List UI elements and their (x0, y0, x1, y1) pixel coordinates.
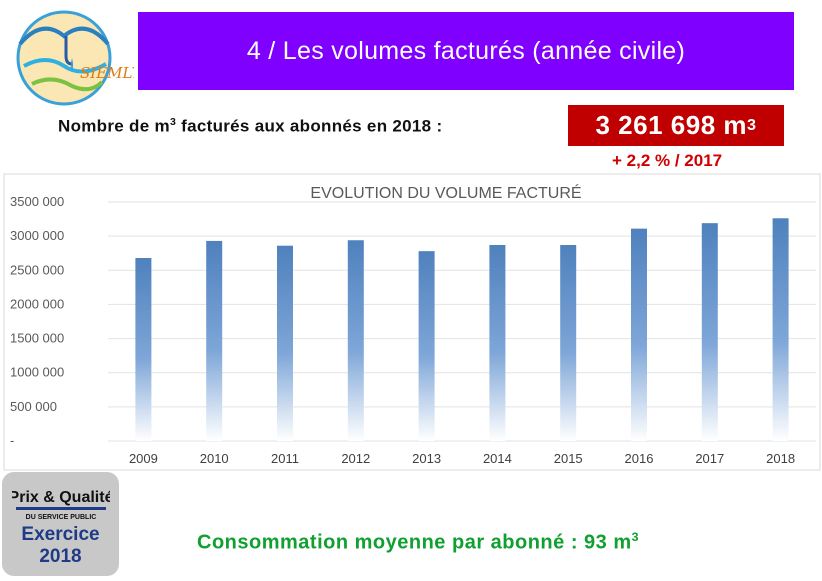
siemly-logo: SIEMLY (2, 6, 144, 106)
x-tick-label: 2011 (271, 451, 299, 466)
kpi-label: Nombre de m3 facturés aux abonnés en 201… (58, 116, 442, 137)
x-tick-label: 2010 (200, 451, 229, 466)
prix-qualite-text: Prix & Qualité (12, 489, 110, 506)
title-banner: 4 / Les volumes facturés (année civile) (138, 12, 794, 90)
average-consumption: Consommation moyenne par abonné : 93 m3 (197, 530, 639, 555)
x-tick-label: 2013 (412, 451, 441, 466)
average-sup: 3 (631, 530, 640, 544)
chart-title: EVOLUTION DU VOLUME FACTURÉ (310, 183, 581, 202)
kpi-label-prefix: Nombre de m (58, 116, 170, 136)
bar-2009 (135, 257, 152, 441)
chart-container: EVOLUTION DU VOLUME FACTURÉ - 500 000 1000… (0, 172, 822, 472)
kpi-label-suffix: facturés aux abonnés en 2018 : (176, 116, 443, 136)
bar-2010 (206, 240, 223, 441)
y-tick-label: 2500 000 (10, 262, 64, 277)
x-tick-label: 2014 (483, 451, 512, 466)
x-tick-label: 2018 (766, 451, 795, 466)
kpi-value: 3 261 698 m (595, 110, 748, 140)
page-title: 4 / Les volumes facturés (année civile) (246, 36, 686, 65)
y-tick-label: 2000 000 (10, 296, 64, 311)
y-tick-label: - (10, 433, 14, 448)
bar-2013 (418, 251, 435, 441)
x-tick-label: 2012 (341, 451, 370, 466)
x-tick-label: 2015 (554, 451, 583, 466)
prix-qualite-logo: Prix & Qualité DU SERVICE PUBLIC (12, 489, 110, 521)
badge-label-year: 2018 (39, 546, 82, 567)
bar-2014 (489, 245, 506, 441)
x-tick-label: 2017 (695, 451, 724, 466)
exercice-badge: Prix & Qualité DU SERVICE PUBLIC Exercic… (2, 472, 119, 576)
y-tick-label: 500 000 (10, 399, 57, 414)
bar-2016 (631, 228, 647, 441)
bar-2011 (277, 245, 293, 441)
chart-border (3, 173, 821, 471)
x-tick-label: 2009 (129, 451, 158, 466)
bar-2017 (701, 223, 718, 441)
y-tick-label: 3500 000 (10, 194, 64, 209)
bar-2012 (347, 240, 364, 441)
kpi-label-sup: 3 (169, 116, 177, 128)
bar-2018 (772, 218, 789, 441)
bar-2015 (560, 245, 577, 441)
badge-label-exercice: Exercice (21, 524, 100, 545)
logo-text: SIEMLY (80, 64, 134, 82)
kpi-change: + 2,2 % / 2017 (612, 151, 723, 170)
volume-bar-chart: EVOLUTION DU VOLUME FACTURÉ - 500 000 1000… (3, 173, 821, 471)
average-text: Consommation moyenne par abonné : 93 m (197, 531, 632, 554)
y-tick-label: 1000 000 (10, 365, 64, 380)
x-tick-label: 2016 (625, 451, 654, 466)
kpi-value-sup: 3 (747, 116, 757, 134)
y-tick-label: 1500 000 (10, 331, 64, 346)
y-tick-label: 3000 000 (10, 228, 64, 243)
service-public-text: DU SERVICE PUBLIC (26, 514, 97, 521)
